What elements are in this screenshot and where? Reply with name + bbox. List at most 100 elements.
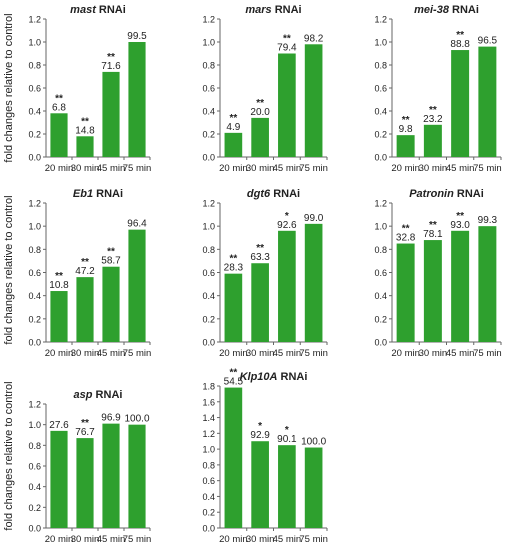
y-tick-label: 0.0 (202, 338, 215, 348)
y-tick-label: 0.2 (202, 130, 215, 140)
y-tick-label: 0.4 (374, 291, 387, 301)
data-label: 54.5 (224, 377, 244, 388)
y-tick-label: 0.8 (28, 61, 41, 71)
chart-title-gene: mei-38 (414, 4, 450, 16)
bar-45-min (102, 71, 120, 157)
y-tick-label: 1.0 (374, 222, 387, 232)
x-tick-label: 45 min (97, 348, 126, 359)
data-label: 6.8 (52, 102, 66, 113)
bar-75-min (304, 44, 323, 157)
y-tick-label: 0.0 (28, 338, 41, 348)
x-tick-label: 75 min (299, 348, 328, 359)
y-tick-label: 0.6 (202, 476, 215, 486)
x-tick-label: 45 min (273, 534, 302, 545)
bar-30-min (251, 441, 269, 528)
y-tick-label: 0.8 (202, 245, 215, 255)
data-label: 47.2 (75, 266, 95, 277)
data-label: 92.6 (277, 220, 297, 231)
x-tick-label: 20 min (219, 163, 248, 174)
chart-title-suffix: RNAi (454, 188, 484, 200)
y-tick-label: 1.2 (28, 15, 41, 25)
x-tick-label: 45 min (273, 348, 302, 359)
data-label: 99.3 (478, 215, 498, 226)
chart-title: Eb1 RNAi (73, 188, 123, 200)
y-tick-label: 1.2 (202, 429, 215, 439)
data-label: 93.0 (450, 220, 470, 231)
x-tick-label: 75 min (123, 534, 152, 545)
chart-title-gene: dgt6 (247, 188, 271, 200)
data-label: 71.6 (101, 61, 121, 72)
y-tick-label: 1.0 (28, 38, 41, 48)
significance-stars: ** (402, 115, 410, 126)
chart-title-gene: Klp10A (240, 371, 278, 383)
x-tick-label: 30 min (71, 534, 100, 545)
x-tick-label: 30 min (246, 163, 275, 174)
y-tick-label: 0.4 (28, 107, 41, 117)
data-label: 92.9 (250, 430, 270, 441)
y-tick-label: 0.2 (374, 314, 387, 324)
y-tick-label: 1.0 (202, 38, 215, 48)
y-tick-label: 0.0 (374, 338, 387, 348)
bar-45-min (102, 266, 120, 342)
y-tick-label: 0.4 (202, 107, 215, 117)
data-label: 27.6 (49, 420, 69, 431)
significance-stars: ** (229, 113, 237, 124)
bar-30-min (76, 277, 94, 342)
chart-title: mars RNAi (245, 4, 301, 16)
data-label: 88.8 (450, 39, 470, 50)
significance-stars: * (258, 421, 262, 432)
y-tick-label: 1.6 (202, 397, 215, 407)
bar-75-min (128, 424, 146, 528)
bar-45-min (278, 445, 296, 528)
x-tick-label: 75 min (123, 163, 152, 174)
x-tick-label: 20 min (219, 348, 248, 359)
x-tick-label: 30 min (71, 163, 100, 174)
x-tick-label: 30 min (246, 348, 275, 359)
chart-panel-8: Klp10A RNAi 0.0 0.2 0.4 0.6 0.8 1.0 1.2 1.4 1.6 1.… (202, 368, 327, 545)
y-tick-label: 1.0 (374, 38, 387, 48)
bar-20-min (396, 243, 415, 342)
y-tick-label: 0.6 (202, 268, 215, 278)
y-tick-label: 1.2 (202, 15, 215, 25)
y-tick-label: 0.2 (374, 130, 387, 140)
y-tick-label: 0.4 (202, 291, 215, 301)
chart-title-suffix: RNAi (272, 4, 302, 16)
chart-title-suffix: RNAi (270, 188, 300, 200)
data-label: 14.8 (75, 125, 95, 136)
bar-20-min (50, 113, 68, 157)
y-tick-label: 1.0 (202, 222, 215, 232)
bar-30-min (76, 136, 94, 157)
significance-stars: ** (256, 243, 264, 254)
y-tick-label: 1.0 (202, 445, 215, 455)
bar-75-min (128, 42, 146, 157)
x-tick-label: 75 min (473, 163, 502, 174)
significance-stars: ** (55, 271, 63, 282)
significance-stars: ** (81, 116, 89, 127)
data-label: 96.4 (127, 219, 147, 230)
chart-title-suffix: RNAi (93, 188, 123, 200)
x-tick-label: 20 min (45, 163, 74, 174)
y-tick-label: 0.4 (374, 107, 387, 117)
data-label: 99.5 (127, 31, 147, 42)
data-label: 9.8 (399, 124, 413, 135)
chart-title: Klp10A RNAi (240, 371, 308, 383)
y-tick-label: 0.4 (202, 492, 215, 502)
data-label: 32.8 (396, 233, 416, 244)
y-tick-label: 0.0 (374, 153, 387, 163)
y-tick-label: 1.2 (374, 199, 387, 209)
bar-75-min (304, 447, 323, 528)
data-label: 96.9 (101, 413, 121, 424)
significance-stars: ** (107, 247, 115, 258)
y-tick-label: 0.8 (202, 460, 215, 470)
chart-title-suffix: RNAi (449, 4, 479, 16)
significance-stars: ** (256, 98, 264, 109)
x-tick-label: 20 min (45, 348, 74, 359)
y-tick-label: 0.6 (202, 84, 215, 94)
x-tick-label: 45 min (273, 163, 302, 174)
bar-30-min (251, 117, 269, 157)
x-tick-label: 20 min (391, 348, 420, 359)
y-tick-label: 0.8 (374, 61, 387, 71)
